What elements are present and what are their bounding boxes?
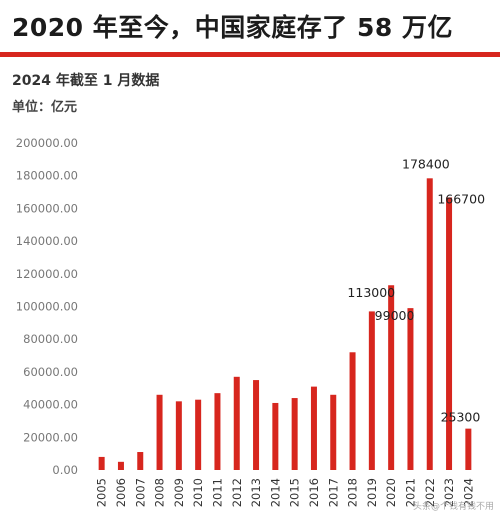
y-tick-label: 80000.00 bbox=[23, 332, 78, 346]
chart-subtitle: 2024 年截至 1 月数据 bbox=[12, 73, 160, 89]
bar-2015 bbox=[291, 398, 298, 470]
data-labels: 113000 99000 178400 166700 25300 bbox=[347, 156, 485, 424]
x-tick-label: 2015 bbox=[288, 478, 302, 507]
y-tick-label: 60000.00 bbox=[23, 365, 78, 379]
data-label-2023: 166700 bbox=[437, 191, 485, 206]
y-tick-label: 20000.00 bbox=[23, 430, 78, 444]
y-tick-label: 0.00 bbox=[52, 463, 78, 477]
x-tick-label: 2019 bbox=[365, 478, 379, 507]
x-tick-label: 2023 bbox=[442, 478, 456, 507]
x-tick-label: 2007 bbox=[133, 478, 147, 507]
y-tick-label: 100000.00 bbox=[16, 300, 78, 314]
bar-2021 bbox=[407, 308, 414, 470]
x-tick-label: 2006 bbox=[114, 478, 128, 507]
bar-2022 bbox=[426, 178, 433, 471]
bar-2008 bbox=[156, 394, 163, 470]
bars bbox=[98, 178, 472, 471]
data-label-2021: 99000 bbox=[375, 308, 415, 323]
x-tick-label: 2005 bbox=[95, 478, 109, 507]
bar-2013 bbox=[253, 380, 260, 470]
data-label-2024: 25300 bbox=[441, 410, 481, 425]
x-tick-label: 2012 bbox=[230, 478, 244, 507]
bar-2014 bbox=[272, 402, 279, 470]
x-tick-label: 2009 bbox=[172, 478, 186, 507]
x-tick-label: 2020 bbox=[384, 478, 398, 507]
x-tick-label: 2021 bbox=[403, 478, 417, 507]
x-tick-label: 2010 bbox=[191, 478, 205, 507]
y-tick-label: 140000.00 bbox=[16, 234, 78, 248]
bar-2011 bbox=[214, 393, 221, 470]
bar-2023 bbox=[446, 197, 453, 470]
data-label-2022: 178400 bbox=[402, 156, 450, 171]
y-tick-label: 120000.00 bbox=[16, 267, 78, 281]
y-tick-label: 180000.00 bbox=[16, 169, 78, 183]
y-tick-label: 200000.00 bbox=[16, 136, 78, 150]
bar-2017 bbox=[330, 394, 337, 470]
x-tick-label: 2008 bbox=[153, 478, 167, 507]
bar-2010 bbox=[195, 399, 202, 470]
x-tick-label: 2011 bbox=[210, 478, 224, 507]
x-tick-label: 2018 bbox=[346, 478, 360, 507]
bar-2018 bbox=[349, 352, 356, 470]
chart-headline: 2020 年至今，中国家庭存了 58 万亿 bbox=[12, 13, 453, 42]
bar-2006 bbox=[117, 461, 124, 470]
x-tick-label: 2022 bbox=[423, 478, 437, 507]
y-tick-label: 40000.00 bbox=[23, 398, 78, 412]
bar-2016 bbox=[310, 386, 317, 470]
bar-2024 bbox=[465, 428, 472, 470]
bar-2012 bbox=[233, 376, 240, 470]
x-axis: 2005 2006 2007 2008 2009 2010 2011 2012 2013 2014… bbox=[95, 478, 476, 507]
bar-2019 bbox=[368, 311, 375, 470]
y-tick-label: 160000.00 bbox=[16, 201, 78, 215]
data-label-2020: 113000 bbox=[347, 285, 395, 300]
bar-2009 bbox=[175, 401, 182, 470]
watermark: 头条@个钱有钱不用 bbox=[412, 502, 494, 512]
y-axis: 0.00 20000.00 40000.00 60000.00 80000.00 1000… bbox=[16, 136, 78, 477]
x-tick-label: 2016 bbox=[307, 478, 321, 507]
bar-2005 bbox=[98, 456, 105, 470]
x-tick-label: 2024 bbox=[461, 478, 475, 507]
bar-2020 bbox=[388, 285, 395, 470]
x-tick-label: 2013 bbox=[249, 478, 263, 507]
x-tick-label: 2014 bbox=[268, 478, 282, 507]
accent-rule bbox=[0, 52, 500, 57]
unit-label: 单位：亿元 bbox=[12, 100, 78, 115]
bar-2007 bbox=[137, 452, 144, 470]
x-tick-label: 2017 bbox=[326, 478, 340, 507]
